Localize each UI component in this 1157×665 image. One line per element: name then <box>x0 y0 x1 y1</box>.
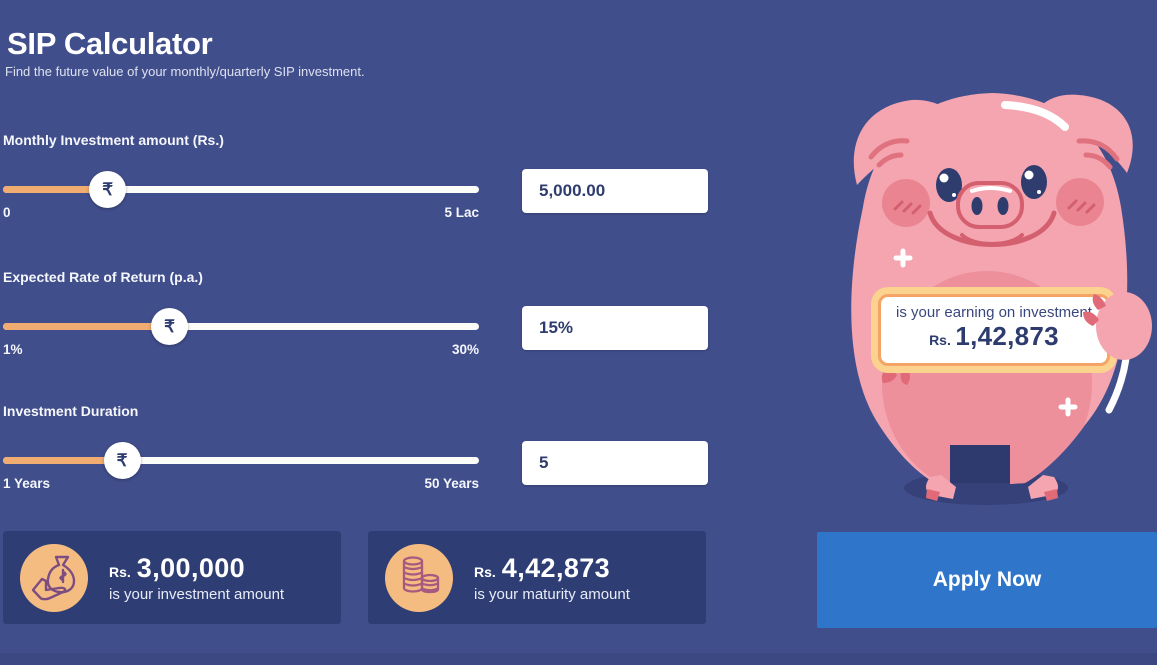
currency-label: Rs. <box>474 563 496 580</box>
slider-thumb[interactable]: ₹ <box>151 308 189 345</box>
footer-divider <box>0 653 1157 665</box>
page-subtitle: Find the future value of your monthly/qu… <box>5 64 365 79</box>
monthly-investment-input[interactable] <box>522 169 708 213</box>
rate-of-return-input[interactable] <box>522 306 708 350</box>
card-text: Rs. 3,00,000 is your investment amount <box>109 553 284 603</box>
slider-thumb[interactable]: ₹ <box>89 171 127 208</box>
amount-row: Rs. 4,42,873 <box>474 553 630 584</box>
investment-duration-label: Investment Duration <box>3 403 139 419</box>
slider-max-label: 50 Years <box>424 476 479 491</box>
icon-circle <box>20 543 88 612</box>
monthly-investment-slider[interactable]: ₹ <box>3 171 479 208</box>
earnings-amount-value: 1,42,873 <box>955 321 1059 351</box>
rate-of-return-slider[interactable]: ₹ <box>3 308 479 345</box>
maturity-amount-value: 4,42,873 <box>501 552 611 583</box>
maturity-amount-card: Rs. 4,42,873 is your maturity amount <box>368 531 706 624</box>
currency-label: Rs. <box>109 563 131 580</box>
slider-thumb[interactable]: ₹ <box>103 442 141 479</box>
investment-duration-slider-group: Investment Duration ₹ 1 Years 50 Years <box>3 403 479 491</box>
investment-amount-card: Rs. 3,00,000 is your investment amount <box>3 531 341 624</box>
slider-min-label: 1% <box>3 342 23 357</box>
slider-max-label: 5 Lac <box>444 205 479 220</box>
apply-now-button[interactable]: Apply Now <box>817 532 1157 628</box>
slider-min-label: 1 Years <box>3 476 51 491</box>
investment-amount-value: 3,00,000 <box>136 552 246 583</box>
maturity-amount-caption: is your maturity amount <box>474 585 630 603</box>
earnings-bubble-text: is your earning on investment <box>896 304 1092 321</box>
slider-max-label: 30% <box>451 342 479 357</box>
slider-fill <box>3 323 170 330</box>
slider-range-labels: 1% 30% <box>3 342 479 357</box>
coin-stacks-icon <box>402 555 440 593</box>
slider-range-labels: 1 Years 50 Years <box>3 476 479 491</box>
money-bag-in-hand-icon <box>31 555 76 600</box>
slider-fill <box>3 457 122 464</box>
investment-duration-input[interactable] <box>522 441 708 485</box>
pig-hand-icon <box>1083 292 1152 360</box>
earnings-bubble: is your earning on investment Rs. 1,42,8… <box>878 294 1110 366</box>
currency-label: Rs. <box>929 332 951 348</box>
monthly-investment-slider-group: Monthly Investment amount (Rs.) ₹ 0 5 La… <box>3 132 479 220</box>
slider-min-label: 0 <box>3 205 11 220</box>
rate-of-return-label: Expected Rate of Return (p.a.) <box>3 269 203 285</box>
page-title: SIP Calculator <box>7 25 213 61</box>
monthly-investment-label: Monthly Investment amount (Rs.) <box>3 132 224 148</box>
rate-of-return-slider-group: Expected Rate of Return (p.a.) ₹ 1% 30% <box>3 269 479 357</box>
card-text: Rs. 4,42,873 is your maturity amount <box>474 553 630 603</box>
amount-row: Rs. 3,00,000 <box>109 553 284 584</box>
rupee-icon: ₹ <box>164 316 175 336</box>
slider-fill <box>3 186 108 193</box>
rupee-icon: ₹ <box>116 450 128 470</box>
slider-range-labels: 0 5 Lac <box>3 205 479 220</box>
icon-circle <box>385 543 453 612</box>
rupee-icon: ₹ <box>102 179 114 199</box>
investment-amount-caption: is your investment amount <box>109 585 285 603</box>
earnings-amount-row: Rs. 1,42,873 <box>881 321 1107 352</box>
investment-duration-slider[interactable]: ₹ <box>3 442 479 479</box>
